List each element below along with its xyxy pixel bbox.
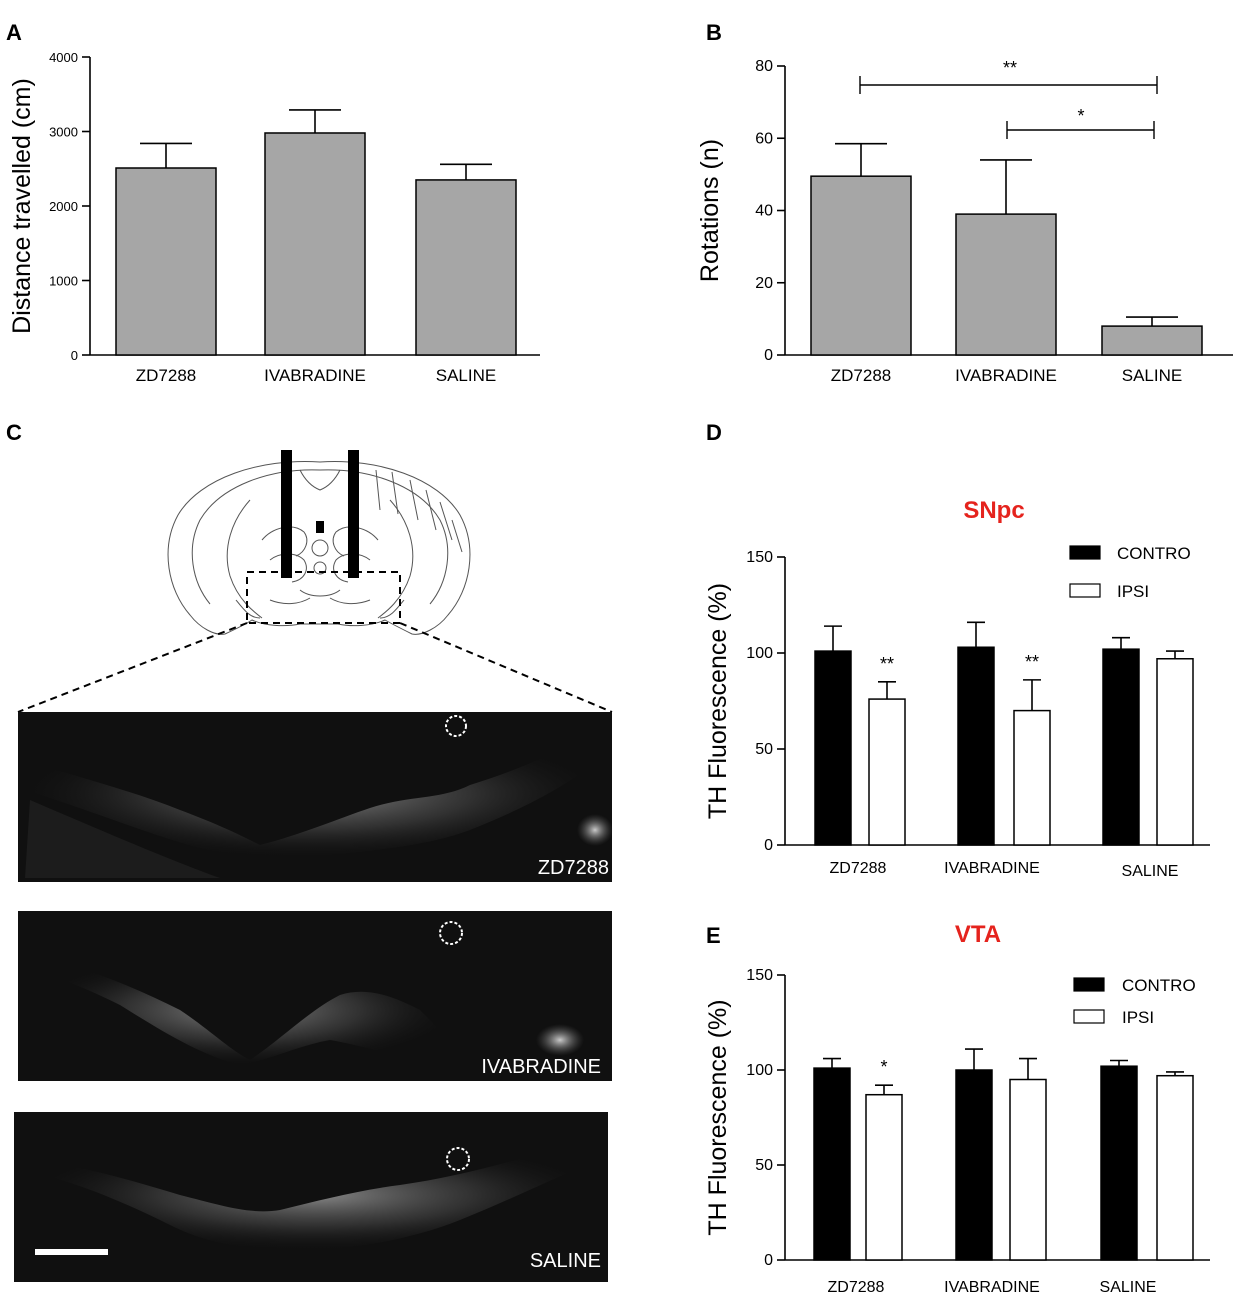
significance-marker: * xyxy=(880,1057,887,1077)
panel-letter-d: D xyxy=(706,420,722,445)
y-tick-label: 100 xyxy=(746,1062,773,1079)
x-tick-label: SALINE xyxy=(1100,1279,1157,1296)
cannula-right xyxy=(348,450,359,578)
y-tick-label: 20 xyxy=(755,275,773,292)
y-tick-label: 40 xyxy=(755,203,773,220)
bar-zd7288 xyxy=(810,175,912,356)
zoom-line-right xyxy=(399,622,613,713)
y-axis-label: Distance travelled (cm) xyxy=(8,78,36,334)
panel-letter-b: B xyxy=(706,20,722,45)
chart-e: 0 50 100 150 TH Fluorescence (%) * ZD7288 IVABR… xyxy=(704,921,1210,1296)
y-tick-label: 1000 xyxy=(49,274,78,289)
significance-marker: ** xyxy=(880,654,894,674)
bar-ipsi-saline xyxy=(1156,1074,1194,1261)
bar-contro-zd7288 xyxy=(814,650,852,846)
y-axis-label: TH Fluorescence (%) xyxy=(704,583,732,819)
bar-ivabradine xyxy=(264,132,366,356)
scale-bar xyxy=(35,1249,108,1255)
panel-letter-a: A xyxy=(6,20,22,45)
y-tick-label: 150 xyxy=(746,549,773,566)
x-tick-label: SALINE xyxy=(1122,366,1182,385)
chart-d: 0 50 100 150 TH Fluorescence (%) ** ** ZD7288 IV… xyxy=(704,497,1210,880)
micrograph-zd7288: ZD7288 xyxy=(18,712,613,882)
legend-swatch-contro xyxy=(1069,545,1101,560)
x-tick-label: SALINE xyxy=(1122,863,1179,880)
bar-contro-saline xyxy=(1100,1065,1138,1261)
panel-letter-c: C xyxy=(6,420,22,445)
bar-zd7288 xyxy=(115,167,217,356)
significance-marker: ** xyxy=(1003,58,1017,78)
y-axis-label: Rotations (n) xyxy=(696,139,724,282)
bar-saline xyxy=(415,179,517,356)
bar-ipsi-ivabradine xyxy=(1009,1078,1047,1261)
panel-letter-e: E xyxy=(706,923,721,948)
y-tick-label: 150 xyxy=(746,967,773,984)
brain-schematic xyxy=(167,460,471,635)
y-tick-label: 0 xyxy=(764,347,773,364)
bar-contro-ivabradine xyxy=(957,646,995,846)
y-tick-label: 50 xyxy=(755,741,773,758)
y-tick-label: 50 xyxy=(755,1157,773,1174)
significance-marker: ** xyxy=(1025,652,1039,672)
midline-marker xyxy=(316,521,324,533)
x-tick-label: ZD7288 xyxy=(831,366,891,385)
legend-label-contro: CONTRO xyxy=(1122,976,1196,995)
y-tick-label: 2000 xyxy=(49,199,78,214)
legend-label-ipsi: IPSI xyxy=(1122,1008,1154,1027)
chart-title: VTA xyxy=(955,921,1001,948)
y-tick-label: 0 xyxy=(764,1252,773,1269)
x-tick-label: IVABRADINE xyxy=(944,1279,1040,1296)
bar-ipsi-zd7288 xyxy=(865,1093,903,1261)
x-tick-label: ZD7288 xyxy=(830,860,887,877)
zoom-box xyxy=(246,571,401,624)
y-tick-label: 80 xyxy=(755,58,773,75)
x-tick-label: IVABRADINE xyxy=(264,366,366,385)
bar-contro-ivabradine xyxy=(955,1069,993,1261)
bar-contro-zd7288 xyxy=(813,1067,851,1261)
y-tick-label: 0 xyxy=(71,348,78,363)
legend-swatch-ipsi xyxy=(1073,1009,1105,1024)
y-tick-label: 100 xyxy=(746,645,773,662)
x-tick-label: IVABRADINE xyxy=(955,366,1057,385)
x-tick-label: ZD7288 xyxy=(136,366,196,385)
y-tick-label: 0 xyxy=(764,837,773,854)
significance-marker: * xyxy=(1077,106,1084,126)
bar-ipsi-saline xyxy=(1156,658,1194,846)
legend-label-contro: CONTRO xyxy=(1117,544,1191,563)
chart-a: 0 1000 2000 3000 4000 Distance travelled (cm)… xyxy=(8,50,540,385)
x-tick-label: ZD7288 xyxy=(828,1279,885,1296)
y-tick-label: 3000 xyxy=(49,125,78,140)
y-axis-label: TH Fluorescence (%) xyxy=(704,999,732,1235)
bar-saline xyxy=(1101,325,1203,356)
zoom-line-left xyxy=(17,622,248,713)
micrograph-label-saline: SALINE xyxy=(530,1250,601,1272)
bar-ivabradine xyxy=(955,213,1057,356)
y-tick-label: 4000 xyxy=(49,50,78,65)
cannula-left xyxy=(281,450,292,578)
chart-b: 0 20 40 60 80 Rotations (n) ZD7288 IVABRADINE SA… xyxy=(696,58,1233,385)
legend-swatch-contro xyxy=(1073,977,1105,992)
micrograph-ivabradine: IVABRADINE xyxy=(18,911,612,1081)
micrograph-saline: SALINE xyxy=(14,1112,608,1282)
x-tick-label: SALINE xyxy=(436,366,496,385)
bar-ipsi-ivabradine xyxy=(1013,709,1051,846)
chart-title: SNpc xyxy=(963,497,1024,524)
bar-contro-saline xyxy=(1102,648,1140,846)
micrograph-label-ivabradine: IVABRADINE xyxy=(481,1056,601,1078)
legend-swatch-ipsi xyxy=(1069,583,1101,598)
bar-ipsi-zd7288 xyxy=(868,698,906,846)
micrograph-label-zd7288: ZD7288 xyxy=(538,857,609,879)
x-tick-label: IVABRADINE xyxy=(944,860,1040,877)
y-tick-label: 60 xyxy=(755,130,773,147)
legend-label-ipsi: IPSI xyxy=(1117,582,1149,601)
